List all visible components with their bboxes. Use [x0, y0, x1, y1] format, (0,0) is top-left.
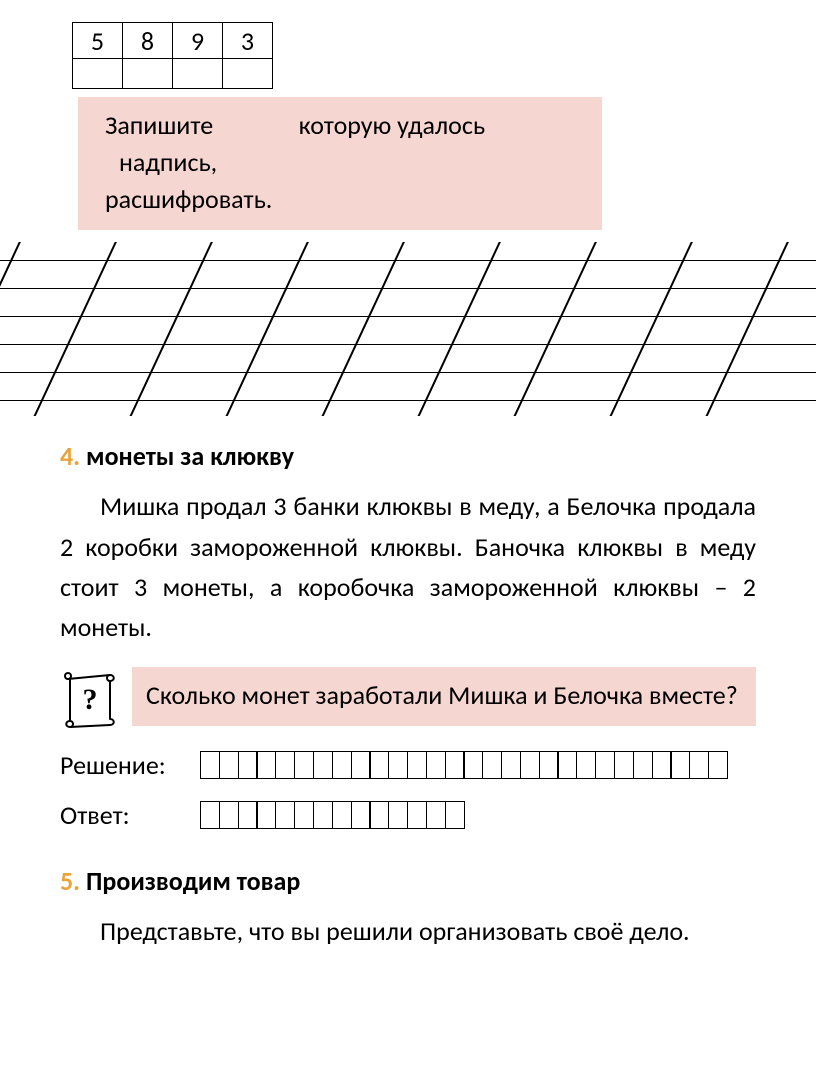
question-scroll-icon: ? [60, 667, 122, 731]
grid-h-line [0, 344, 816, 345]
solution-label: Решение: [60, 749, 200, 781]
answer-cell[interactable] [407, 801, 427, 829]
grid-d-line [104, 242, 249, 416]
instruction-text: надпись, [105, 146, 217, 178]
writing-grid [0, 242, 816, 416]
solution-row: Решение: [60, 749, 756, 781]
task-title: Производим товар [86, 865, 300, 897]
grid-h-line [0, 288, 816, 289]
answer-cell[interactable] [445, 801, 465, 829]
answer-cell[interactable] [670, 751, 690, 779]
answer-cell[interactable] [539, 751, 559, 779]
answer-cell[interactable] [351, 801, 371, 829]
answer-cell[interactable] [520, 751, 540, 779]
task-title: монеты за клюкву [86, 440, 294, 472]
answer-cells[interactable] [200, 801, 465, 829]
grid-d-line [200, 242, 345, 416]
answer-cell[interactable] [369, 801, 389, 829]
answer-cell[interactable] [238, 751, 258, 779]
instruction-text: Запишите [105, 109, 213, 141]
answer-cell[interactable] [708, 751, 728, 779]
answer-cell[interactable] [557, 751, 577, 779]
answer-cell[interactable] [200, 751, 220, 779]
answer-cell[interactable] [501, 751, 521, 779]
question-row: ? Сколько монет заработали Мишка и Белоч… [60, 667, 756, 731]
answer-cell[interactable] [407, 751, 427, 779]
answer-cell[interactable] [200, 801, 220, 829]
grid-d-line [0, 242, 57, 416]
answer-cell[interactable] [689, 751, 709, 779]
answer-cell[interactable] [275, 801, 295, 829]
answer-cell[interactable] [238, 801, 258, 829]
task-heading: 5. Производим товар [60, 865, 756, 897]
answer-cell[interactable] [426, 801, 446, 829]
empty-cell [223, 59, 273, 89]
grid-d-line [392, 242, 537, 416]
answer-row: Ответ: [60, 799, 756, 831]
task-number: 5. [60, 865, 80, 897]
grid-h-line [0, 372, 816, 373]
grid-d-line [296, 242, 441, 416]
answer-cell[interactable] [388, 801, 408, 829]
empty-cell [73, 59, 123, 89]
cipher-cell: 9 [173, 23, 223, 59]
answer-cell[interactable] [369, 751, 389, 779]
cipher-cell: 5 [73, 23, 123, 59]
table-row [73, 59, 273, 89]
task-paragraph: Мишка продал 3 банки клюквы в меду, а Бе… [60, 486, 756, 647]
task-paragraph: Представьте, что вы решили организовать … [60, 911, 756, 951]
cipher-number-table: 5 8 9 3 [72, 22, 273, 89]
grid-d-line [8, 242, 153, 416]
answer-label: Ответ: [60, 799, 200, 831]
answer-cell[interactable] [445, 751, 465, 779]
empty-cell [173, 59, 223, 89]
answer-cell[interactable] [332, 751, 352, 779]
answer-cell[interactable] [351, 751, 371, 779]
answer-cell[interactable] [219, 751, 239, 779]
answer-cell[interactable] [388, 751, 408, 779]
grid-d-line [488, 242, 633, 416]
answer-cell[interactable] [294, 801, 314, 829]
answer-cell[interactable] [256, 801, 276, 829]
answer-cell[interactable] [313, 751, 333, 779]
cipher-cell: 3 [223, 23, 273, 59]
answer-cell[interactable] [595, 751, 615, 779]
answer-cell[interactable] [332, 801, 352, 829]
answer-cell[interactable] [275, 751, 295, 779]
answer-cell[interactable] [426, 751, 446, 779]
instruction-text: расшифровать. [105, 183, 272, 215]
answer-cell[interactable] [576, 751, 596, 779]
answer-cell[interactable] [652, 751, 672, 779]
answer-cell[interactable] [482, 751, 502, 779]
empty-cell [123, 59, 173, 89]
answer-cell[interactable] [614, 751, 634, 779]
grid-h-line [0, 400, 816, 401]
answer-cell[interactable] [463, 751, 483, 779]
task-heading: 4. монеты за клюкву [60, 440, 756, 472]
answer-cell[interactable] [219, 801, 239, 829]
grid-h-line [0, 316, 816, 317]
grid-d-line [680, 242, 816, 416]
answer-cell[interactable] [256, 751, 276, 779]
answer-cell[interactable] [633, 751, 653, 779]
cipher-cell: 8 [123, 23, 173, 59]
table-row: 5 8 9 3 [73, 23, 273, 59]
instruction-text: которую удалось [299, 109, 486, 141]
solution-cells[interactable] [200, 751, 728, 779]
question-box: Сколько монет заработали Мишка и Белочка… [132, 667, 756, 725]
task-number: 4. [60, 440, 80, 472]
grid-h-line [0, 260, 816, 261]
answer-cell[interactable] [313, 801, 333, 829]
instruction-box: Запишите которую удалось надпись, расшиф… [78, 97, 602, 230]
grid-d-line [584, 242, 729, 416]
svg-text:?: ? [83, 683, 98, 716]
answer-cell[interactable] [294, 751, 314, 779]
